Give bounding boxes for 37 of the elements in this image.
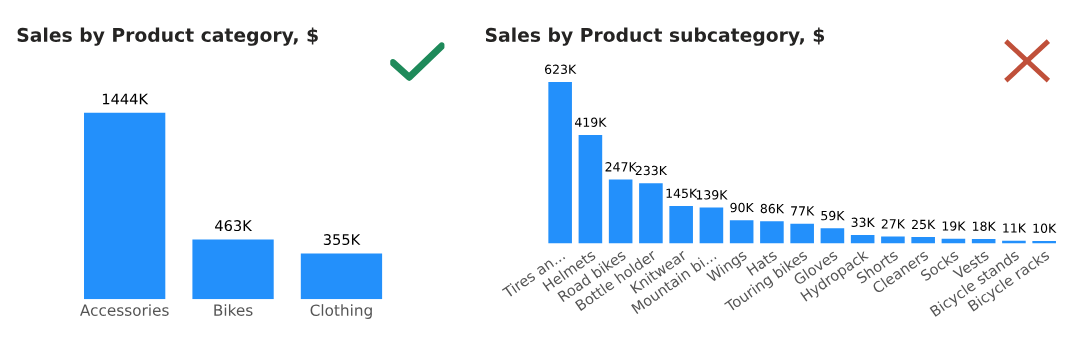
bar [760,221,784,244]
bar [911,237,935,244]
data-label: 419K [574,117,607,127]
data-label: 33K [851,217,875,228]
bar [608,179,633,244]
data-label: 86K [760,203,785,214]
data-label: 145K [666,188,698,199]
data-label: 233K [635,165,668,176]
bar [669,206,693,244]
bar [729,220,754,244]
data-label: 623K [545,64,577,75]
bar [639,183,663,244]
data-label: 90K [730,202,754,213]
data-label: 247K [605,162,637,172]
data-label: 19K [942,221,966,231]
data-label: 463K [215,220,253,232]
data-label: 27K [881,219,906,229]
x-tick-label: Bikes [214,304,253,316]
bar [850,235,875,244]
data-label: 77K [791,206,815,216]
chart-title: Sales by Product category, $ [17,27,318,46]
bar [699,207,724,244]
bar [790,223,814,244]
bar [578,134,603,244]
data-label: 18K [972,221,996,231]
data-label: 139K [696,190,728,200]
data-label: 25K [912,219,936,230]
data-label: 355K [323,234,361,246]
x-tick-label: Clothing [310,304,372,319]
x-tick-label: Accessories [80,304,169,316]
bar [548,82,572,244]
bar [820,228,845,244]
data-label: 11K [1003,223,1027,233]
data-label: 59K [821,210,845,221]
data-label: 1444K [102,93,149,105]
data-label: 10K [1033,223,1057,234]
chart-title: Sales by Product subcategory, $ [485,27,825,46]
